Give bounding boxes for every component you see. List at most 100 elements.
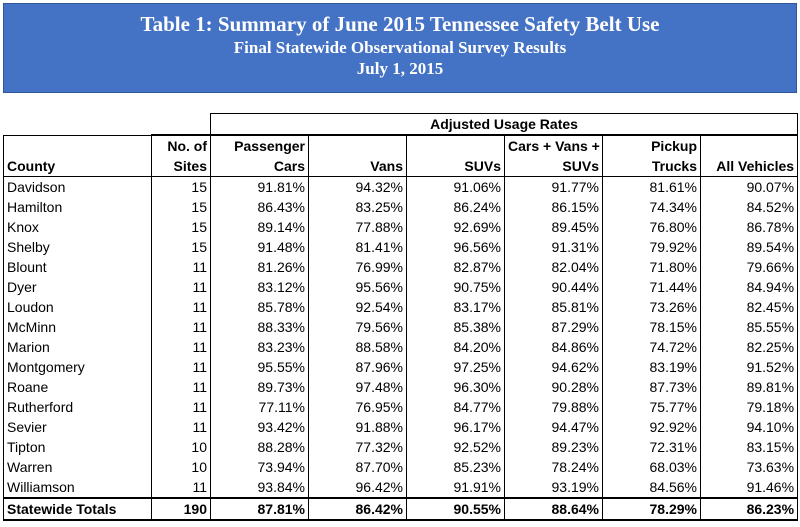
cell-all-vehicles: 91.46% xyxy=(700,477,799,498)
cell-county: Loudon xyxy=(3,297,152,317)
cell-suvs: 91.91% xyxy=(406,477,505,498)
cell-all-vehicles: 85.55% xyxy=(700,317,799,337)
table-row: McMinn 11 88.33% 79.56% 85.38% 87.29% 78.15% 85… xyxy=(3,317,799,337)
cell-all-vehicles: 86.78% xyxy=(700,217,799,237)
cell-vans: 77.32% xyxy=(308,437,407,457)
table-row: Sevier 11 93.42% 91.88% 96.17% 94.47% 92.92% 94… xyxy=(3,417,799,437)
table-row: Marion 11 83.23% 88.58% 84.20% 84.86% 74.72% 82… xyxy=(3,337,799,357)
cell-cars-vans-suvs: 91.77% xyxy=(504,176,603,197)
cell-all-vehicles: 84.94% xyxy=(700,277,799,297)
cell-county: Montgomery xyxy=(3,357,152,377)
cell-cars-vans-suvs: 87.29% xyxy=(504,317,603,337)
cell-suvs: 92.69% xyxy=(406,217,505,237)
cell-pickup-trucks: 81.61% xyxy=(602,176,701,197)
title-banner: Table 1: Summary of June 2015 Tennessee … xyxy=(3,3,797,93)
cell-suvs: 90.55% xyxy=(406,497,505,521)
group-header: Adjusted Usage Rates xyxy=(210,113,799,135)
cell-cars-vans-suvs: 84.86% xyxy=(504,337,603,357)
cell-cars-vans-suvs: 78.24% xyxy=(504,457,603,477)
cell-county: Statewide Totals xyxy=(3,497,152,521)
header-passenger-bottom: Cars xyxy=(210,156,309,177)
cell-pickup-trucks: 78.15% xyxy=(602,317,701,337)
cell-county: McMinn xyxy=(3,317,152,337)
cell-county: Williamson xyxy=(3,477,152,498)
cell-all-vehicles: 89.81% xyxy=(700,377,799,397)
cell-sites: 15 xyxy=(151,176,211,197)
cell-cars-vans-suvs: 89.23% xyxy=(504,437,603,457)
cell-suvs: 96.17% xyxy=(406,417,505,437)
cell-suvs: 85.38% xyxy=(406,317,505,337)
cell-cars-vans-suvs: 89.45% xyxy=(504,217,603,237)
header-pickup-bottom: Trucks xyxy=(602,156,701,177)
cell-cars-vans-suvs: 88.64% xyxy=(504,497,603,521)
cell-suvs: 96.56% xyxy=(406,237,505,257)
cell-sites: 11 xyxy=(151,377,211,397)
table-title: Table 1: Summary of June 2015 Tennessee … xyxy=(140,12,660,36)
cell-vans: 86.42% xyxy=(308,497,407,521)
cell-suvs: 97.25% xyxy=(406,357,505,377)
cell-sites: 11 xyxy=(151,317,211,337)
cell-cars-vans-suvs: 90.28% xyxy=(504,377,603,397)
cell-pickup-trucks: 75.77% xyxy=(602,397,701,417)
cell-pickup-trucks: 87.73% xyxy=(602,377,701,397)
cell-county: Roane xyxy=(3,377,152,397)
cell-sites: 11 xyxy=(151,357,211,377)
cell-all-vehicles: 84.52% xyxy=(700,197,799,217)
cell-vans: 87.70% xyxy=(308,457,407,477)
cell-cars-vans-suvs: 94.62% xyxy=(504,357,603,377)
cell-passenger-cars: 89.73% xyxy=(210,377,309,397)
cell-passenger-cars: 85.78% xyxy=(210,297,309,317)
table-row: Davidson 15 91.81% 94.32% 91.06% 91.77% 81.61%… xyxy=(3,176,799,197)
header-vans: Vans xyxy=(308,156,407,177)
cell-sites: 15 xyxy=(151,237,211,257)
cell-county: Blount xyxy=(3,257,152,277)
cell-passenger-cars: 93.84% xyxy=(210,477,309,498)
cell-all-vehicles: 89.54% xyxy=(700,237,799,257)
table-row: Shelby 15 91.48% 81.41% 96.56% 91.31% 79.92% 89… xyxy=(3,237,799,257)
table-subtitle: Final Statewide Observational Survey Res… xyxy=(233,38,567,57)
cell-pickup-trucks: 68.03% xyxy=(602,457,701,477)
cell-county: Tipton xyxy=(3,437,152,457)
cell-cars-vans-suvs: 82.04% xyxy=(504,257,603,277)
cell-sites: 11 xyxy=(151,277,211,297)
cell-pickup-trucks: 83.19% xyxy=(602,357,701,377)
cell-vans: 88.58% xyxy=(308,337,407,357)
cell-passenger-cars: 91.48% xyxy=(210,237,309,257)
cell-county: Knox xyxy=(3,217,152,237)
cell-all-vehicles: 82.25% xyxy=(700,337,799,357)
cell-all-vehicles: 83.15% xyxy=(700,437,799,457)
cell-passenger-cars: 88.33% xyxy=(210,317,309,337)
cell-county: Warren xyxy=(3,457,152,477)
cell-sites: 11 xyxy=(151,397,211,417)
cell-county: Marion xyxy=(3,337,152,357)
cell-sites: 11 xyxy=(151,477,211,498)
cell-county: Davidson xyxy=(3,176,152,197)
cell-suvs: 86.24% xyxy=(406,197,505,217)
header-sites-top: No. of xyxy=(151,134,211,156)
cell-pickup-trucks: 74.34% xyxy=(602,197,701,217)
cell-passenger-cars: 73.94% xyxy=(210,457,309,477)
cell-county: Sevier xyxy=(3,417,152,437)
cell-all-vehicles: 73.63% xyxy=(700,457,799,477)
cell-sites: 190 xyxy=(151,497,211,521)
cell-sites: 15 xyxy=(151,217,211,237)
cell-pickup-trucks: 71.44% xyxy=(602,277,701,297)
cell-vans: 77.88% xyxy=(308,217,407,237)
cell-vans: 95.56% xyxy=(308,277,407,297)
cell-suvs: 96.30% xyxy=(406,377,505,397)
cell-sites: 11 xyxy=(151,297,211,317)
table-date: July 1, 2015 xyxy=(356,59,444,78)
table-row: Dyer 11 83.12% 95.56% 90.75% 90.44% 71.44% 84.9… xyxy=(3,277,799,297)
table-row: Roane 11 89.73% 97.48% 96.30% 90.28% 87.73% 89.… xyxy=(3,377,799,397)
cell-all-vehicles: 79.18% xyxy=(700,397,799,417)
cell-vans: 83.25% xyxy=(308,197,407,217)
totals-row: Statewide Totals 190 87.81% 86.42% 90.55% 88.… xyxy=(3,497,799,521)
cell-passenger-cars: 83.12% xyxy=(210,277,309,297)
cell-pickup-trucks: 84.56% xyxy=(602,477,701,498)
header-row-bottom: County Sites Cars Vans SUVs SUVs Trucks … xyxy=(3,156,799,177)
table-row: Warren 10 73.94% 87.70% 85.23% 78.24% 68.03% 73… xyxy=(3,457,799,477)
cell-sites: 11 xyxy=(151,337,211,357)
cell-suvs: 84.77% xyxy=(406,397,505,417)
header-pickup-top: Pickup xyxy=(602,134,701,156)
cell-passenger-cars: 86.43% xyxy=(210,197,309,217)
